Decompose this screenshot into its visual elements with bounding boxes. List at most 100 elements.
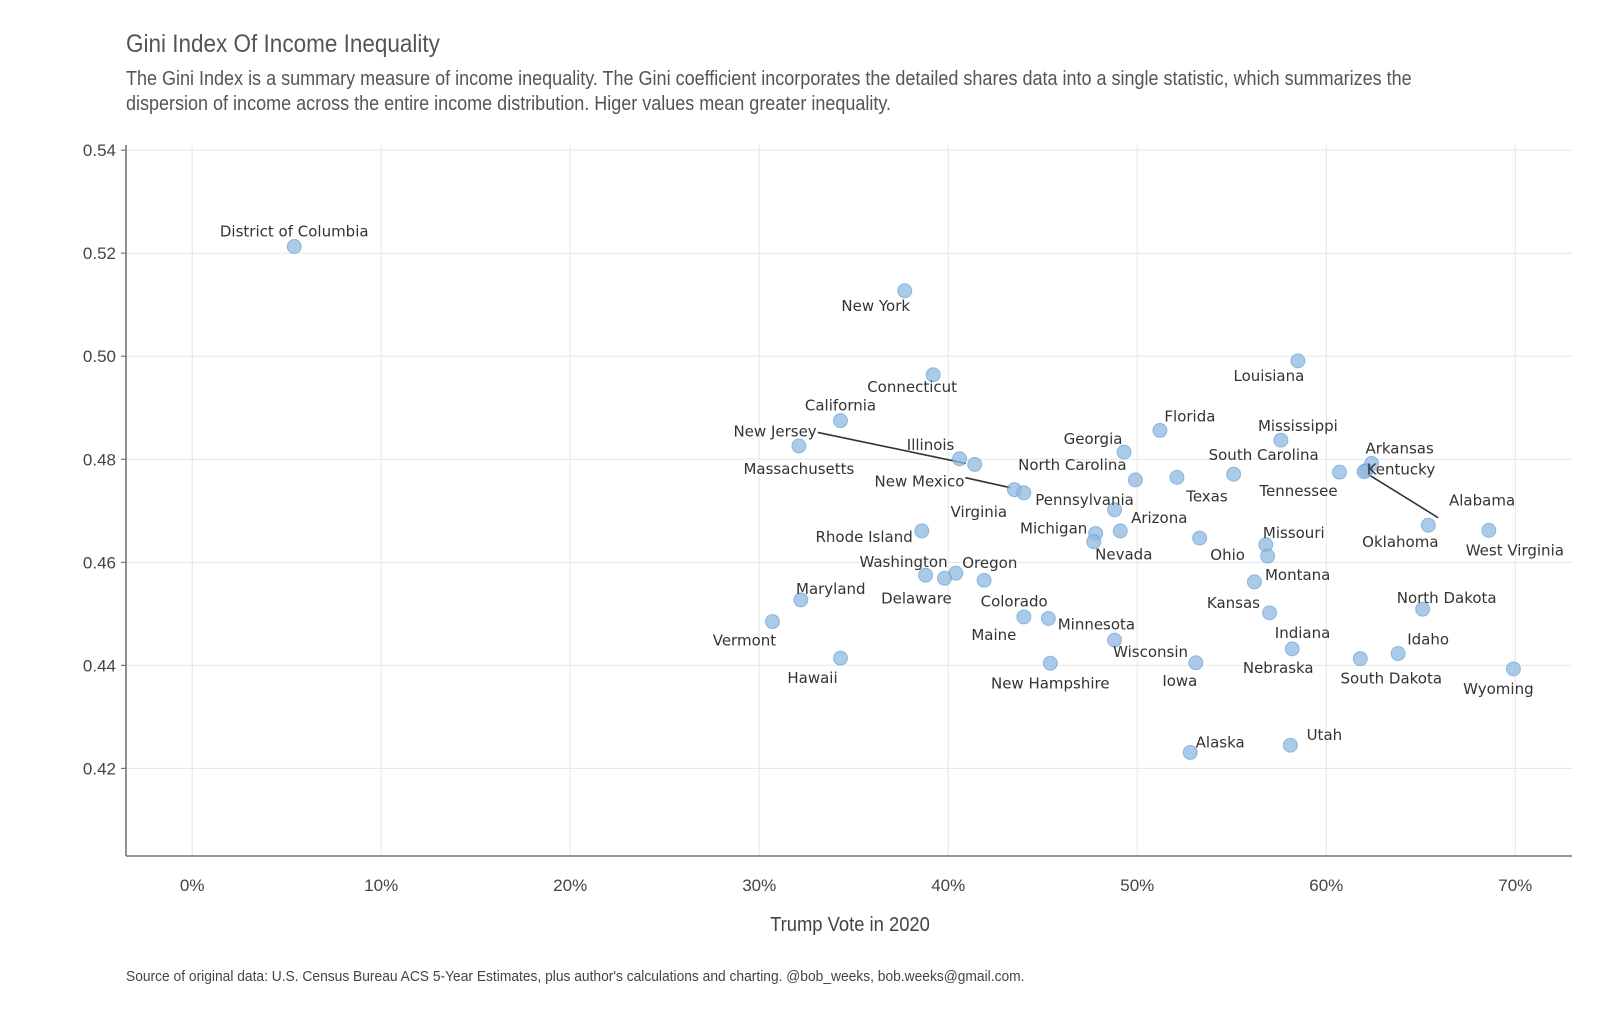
- x-tick-label: 50%: [1120, 876, 1154, 895]
- point-arizona: [1112, 523, 1128, 539]
- label-alaska: Alaska: [1196, 733, 1245, 751]
- label-oklahoma: Oklahoma: [1362, 533, 1438, 551]
- label-washington: Washington: [859, 553, 947, 571]
- point-south-carolina: [1226, 466, 1242, 482]
- point-georgia: [1116, 444, 1132, 460]
- point-illinois: [952, 451, 968, 467]
- scatter-plot: 0% 10% 20% 30% 40% 50% 60% 70% 0.42 0.44 0.46 0.48…: [83, 141, 1572, 936]
- y-tick-label: 0.52: [83, 244, 116, 263]
- data-labels: District of Columbia New York Connecticut L…: [220, 222, 1564, 751]
- chart-title: Gini Index Of Income Inequality: [126, 30, 440, 58]
- y-tick-label: 0.44: [83, 656, 116, 675]
- label-indiana: Indiana: [1275, 624, 1331, 642]
- x-tick-labels: 0% 10% 20% 30% 40% 50% 60% 70%: [180, 876, 1532, 895]
- label-connecticut: Connecticut: [867, 378, 957, 396]
- x-tick-label: 30%: [742, 876, 776, 895]
- point-kansas: [1246, 574, 1262, 590]
- label-georgia: Georgia: [1064, 430, 1123, 448]
- label-nebraska: Nebraska: [1243, 659, 1314, 677]
- point-vermont: [764, 614, 780, 630]
- point-hawaii: [832, 650, 848, 666]
- point-tennessee: [1332, 464, 1348, 480]
- label-new-jersey: New Jersey: [733, 422, 816, 440]
- chart-subtitle: The Gini Index is a summary measure of i…: [126, 68, 1412, 115]
- point-texas: [1169, 469, 1185, 485]
- label-wyoming: Wyoming: [1463, 680, 1533, 698]
- label-idaho: Idaho: [1407, 631, 1449, 649]
- x-tick-label: 0%: [180, 876, 205, 895]
- axes: [125, 145, 1572, 857]
- x-tick-label: 20%: [553, 876, 587, 895]
- y-tick-label: 0.46: [83, 553, 116, 572]
- label-wisconsin: Wisconsin: [1113, 643, 1188, 661]
- label-virginia: Virginia: [951, 503, 1008, 521]
- point-colorado: [976, 572, 992, 588]
- point-connecticut: [925, 367, 941, 383]
- label-colorado: Colorado: [981, 592, 1048, 610]
- label-missouri: Missouri: [1263, 524, 1325, 542]
- leader-line-new-jersey: [817, 431, 966, 465]
- point-louisiana: [1290, 353, 1306, 369]
- label-maine: Maine: [971, 626, 1016, 644]
- data-points: [286, 238, 1521, 760]
- point-alaska: [1182, 744, 1198, 760]
- point-rhode-island: [914, 523, 930, 539]
- label-iowa: Iowa: [1162, 672, 1197, 690]
- point-indiana: [1262, 605, 1278, 621]
- label-leader-lines: [817, 431, 1439, 519]
- label-texas: Texas: [1185, 487, 1228, 505]
- source-caption: Source of original data: U.S. Census Bur…: [126, 968, 1025, 985]
- label-kentucky: Kentucky: [1367, 461, 1436, 479]
- point-maryland: [793, 592, 809, 608]
- point-florida: [1152, 422, 1168, 438]
- point-west-virginia: [1481, 522, 1497, 538]
- y-tick-labels: 0.42 0.44 0.46 0.48 0.50 0.52 0.54: [83, 141, 126, 778]
- y-tick-label: 0.48: [83, 450, 116, 469]
- point-california: [832, 413, 848, 429]
- point-montana: [1260, 548, 1276, 564]
- point-iowa: [1188, 655, 1204, 671]
- y-tick-label: 0.42: [83, 759, 116, 778]
- label-district-of-columbia: District of Columbia: [220, 222, 369, 240]
- label-utah: Utah: [1307, 726, 1343, 744]
- label-montana: Montana: [1265, 566, 1330, 584]
- label-pennsylvania: Pennsylvania: [1035, 491, 1134, 509]
- point-north-carolina: [1127, 472, 1143, 488]
- label-arizona: Arizona: [1131, 509, 1187, 527]
- point-south-dakota: [1352, 651, 1368, 667]
- point-massachusetts: [791, 438, 807, 454]
- point-utah: [1282, 737, 1298, 753]
- point-virginia: [1016, 485, 1032, 501]
- point-washington: [918, 567, 934, 583]
- label-new-mexico: New Mexico: [875, 473, 965, 491]
- x-axis-title: Trump Vote in 2020: [770, 914, 930, 936]
- point-idaho: [1390, 646, 1406, 662]
- point-north-dakota: [1415, 601, 1431, 617]
- point-oklahoma: [1420, 517, 1436, 533]
- point-wyoming: [1505, 661, 1521, 677]
- gridlines: [126, 145, 1572, 856]
- point-minnesota: [1040, 610, 1056, 626]
- x-tick-label: 40%: [931, 876, 965, 895]
- leader-line-alabama: [1366, 472, 1439, 519]
- label-new-hampshire: New Hampshire: [991, 674, 1110, 692]
- point-pennsylvania: [1107, 502, 1123, 518]
- label-north-dakota: North Dakota: [1397, 589, 1497, 607]
- label-west-virginia: West Virginia: [1466, 541, 1564, 559]
- point-maine: [1016, 609, 1032, 625]
- x-tick-label: 60%: [1309, 876, 1343, 895]
- label-south-carolina: South Carolina: [1209, 446, 1319, 464]
- point-new-jersey: [967, 456, 983, 472]
- x-tick-label: 10%: [364, 876, 398, 895]
- label-oregon: Oregon: [962, 554, 1017, 572]
- label-arkansas: Arkansas: [1365, 439, 1434, 457]
- point-delaware: [936, 570, 952, 586]
- leader-line-new-mexico: [965, 476, 1011, 489]
- label-ohio: Ohio: [1210, 546, 1245, 564]
- point-ohio: [1192, 530, 1208, 546]
- label-south-dakota: South Dakota: [1341, 670, 1443, 688]
- label-california: California: [805, 397, 876, 415]
- label-louisiana: Louisiana: [1234, 367, 1305, 385]
- label-nevada: Nevada: [1095, 546, 1152, 564]
- label-minnesota: Minnesota: [1058, 615, 1135, 633]
